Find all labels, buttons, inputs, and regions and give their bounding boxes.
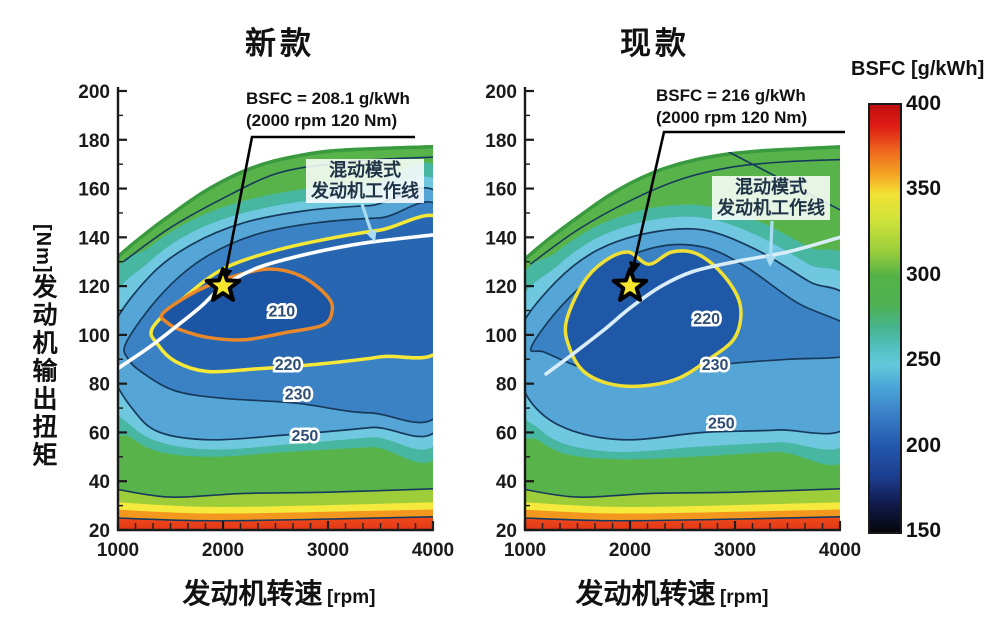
colorbar-tick-label: 350 xyxy=(906,177,942,201)
plot-title-current: 现款 xyxy=(620,26,690,61)
annotation-current: BSFC = 216 g/kWh (2000 rpm 120 Nm) xyxy=(656,85,807,129)
op-line-label-current: 混动模式 发动机工作线 xyxy=(712,176,830,220)
annotation-line1: BSFC = 216 g/kWh xyxy=(656,86,806,105)
y-tick-label: 20 xyxy=(496,521,517,542)
y-axis-label: [Nm]发动机输出扭矩 xyxy=(29,224,57,470)
x-tick-label: 1000 xyxy=(504,540,546,561)
colorbar-tick-label: 400 xyxy=(906,92,942,115)
op-line-label-new: 混动模式 发动机工作线 xyxy=(306,159,424,203)
y-tick-label: 140 xyxy=(485,228,517,249)
contour-label: 250 xyxy=(292,428,319,445)
y-tick-label: 120 xyxy=(485,277,517,298)
colorbar-tick-label: 300 xyxy=(906,262,942,286)
x-tick-label: 2000 xyxy=(609,540,651,561)
y-tick-label: 60 xyxy=(89,423,110,444)
op-label-arrow xyxy=(360,203,374,235)
y-tick-label: 180 xyxy=(78,131,110,152)
y-tick-label: 40 xyxy=(89,472,110,493)
contour-line xyxy=(529,158,840,265)
x-tick-label: 3000 xyxy=(714,540,756,561)
band-210 xyxy=(159,267,335,342)
colorbar-title: BSFC [g/kWh] xyxy=(851,58,985,80)
y-tick-label: 200 xyxy=(485,82,517,103)
x-tick-label: 4000 xyxy=(819,540,861,561)
y-tick-label: 120 xyxy=(78,277,110,298)
y-tick-label: 100 xyxy=(78,326,110,347)
full-load-boundary xyxy=(118,144,433,264)
x-tick-label: 3000 xyxy=(307,540,349,561)
op-label-arrow xyxy=(768,220,774,260)
x-tick-label: 4000 xyxy=(412,540,454,561)
contour-line xyxy=(525,515,840,522)
contour-line xyxy=(525,487,840,499)
contour-line xyxy=(118,487,433,499)
y-tick-label: 180 xyxy=(485,131,517,152)
colorbar-tick-label: 150 xyxy=(906,519,942,542)
x-axis-label-current: 发动机转速 [rpm] xyxy=(575,578,769,609)
y-tick-label: 140 xyxy=(78,228,110,249)
contour-line xyxy=(118,515,433,522)
colorbar-tick-label: 200 xyxy=(906,433,942,457)
x-axis-label-new: 发动机转速 [rpm] xyxy=(182,578,376,609)
plot-title-new: 新款 xyxy=(245,26,315,61)
contour-label: 210 xyxy=(268,304,295,321)
y-tick-label: 40 xyxy=(496,472,517,493)
op-label-arrowhead xyxy=(765,255,776,267)
y-tick-label: 100 xyxy=(485,326,517,347)
map-new-model: 250 230 220 210 20 40 60 80 100 120 140 160 180 200 10… xyxy=(78,82,454,561)
colorbar-tick-label: 250 xyxy=(906,348,942,372)
y-tick-label: 160 xyxy=(78,180,110,201)
y-tick-label: 80 xyxy=(89,375,110,396)
hybrid-operating-line xyxy=(118,233,433,371)
x-tick-label: 1000 xyxy=(97,540,139,561)
colorbar xyxy=(868,103,902,534)
y-tick-label: 160 xyxy=(485,180,517,201)
annotation-line1: BSFC = 208.1 g/kWh xyxy=(246,89,410,108)
contour-label: 220 xyxy=(275,357,302,374)
annotation-line2: (2000 rpm 120 Nm) xyxy=(656,108,808,127)
map-current-model: 250 230 220 20 40 60 80 100 120 140 160 180 200 1000 2… xyxy=(485,82,861,561)
contour-label: 230 xyxy=(285,386,312,403)
annotation-new: BSFC = 208.1 g/kWh (2000 rpm 120 Nm) xyxy=(246,88,410,132)
star-marker xyxy=(611,267,649,302)
op-label-arrowhead xyxy=(366,229,377,242)
contour-label: 230 xyxy=(702,357,729,374)
annotation-line2: (2000 rpm 120 Nm) xyxy=(246,111,398,130)
star-marker xyxy=(204,267,242,302)
contour-label: 220 xyxy=(693,311,720,328)
y-tick-label: 80 xyxy=(496,375,517,396)
full-load-region xyxy=(118,144,433,530)
annotation-leader xyxy=(224,135,415,272)
contour-label: 250 xyxy=(708,416,735,433)
x-tick-label: 2000 xyxy=(202,540,244,561)
y-tick-label: 200 xyxy=(78,82,110,103)
y-tick-label: 20 xyxy=(89,521,110,542)
band-220 xyxy=(563,249,743,389)
y-tick-label: 60 xyxy=(496,423,517,444)
annotation-leader xyxy=(632,130,845,265)
full-load-boundary xyxy=(525,144,840,267)
